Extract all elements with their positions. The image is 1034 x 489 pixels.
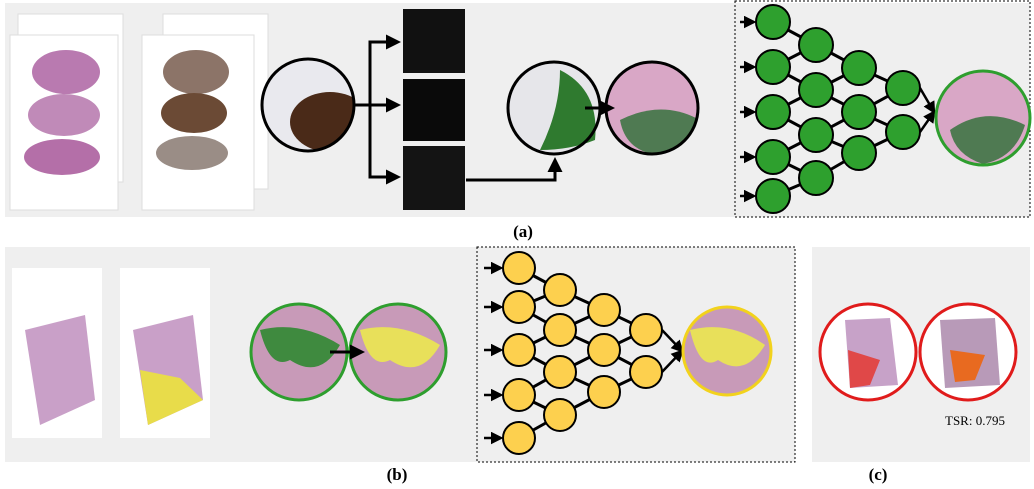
node [544, 274, 576, 306]
node [503, 334, 535, 366]
ihc-slides [142, 14, 268, 210]
node [630, 356, 662, 388]
output-patch-b [683, 307, 771, 395]
output-patch-a [936, 71, 1030, 165]
node [503, 379, 535, 411]
node [799, 161, 833, 195]
node [544, 399, 576, 431]
node [886, 115, 920, 149]
node [886, 71, 920, 105]
node [544, 356, 576, 388]
node [799, 118, 833, 152]
node [842, 136, 876, 170]
panel-label: (c) [869, 465, 888, 484]
node [756, 140, 790, 174]
node [756, 179, 790, 213]
node [756, 5, 790, 39]
node [588, 334, 620, 366]
node [799, 73, 833, 107]
node [756, 50, 790, 84]
tsr-annotation: TSR: 0.795 [945, 413, 1005, 428]
node [503, 422, 535, 454]
node [588, 376, 620, 408]
node [503, 252, 535, 284]
node [756, 95, 790, 129]
figure: (a) (b) (c) TSR: 0.795 [0, 0, 1034, 489]
node [544, 314, 576, 346]
node [842, 51, 876, 85]
node [503, 291, 535, 323]
feature-maps [403, 9, 465, 210]
node [799, 28, 833, 62]
node [588, 294, 620, 326]
node [630, 314, 662, 346]
he-slides [10, 14, 123, 210]
node [842, 95, 876, 129]
panel-label: (a) [513, 222, 533, 241]
panel-label: (b) [387, 465, 408, 484]
